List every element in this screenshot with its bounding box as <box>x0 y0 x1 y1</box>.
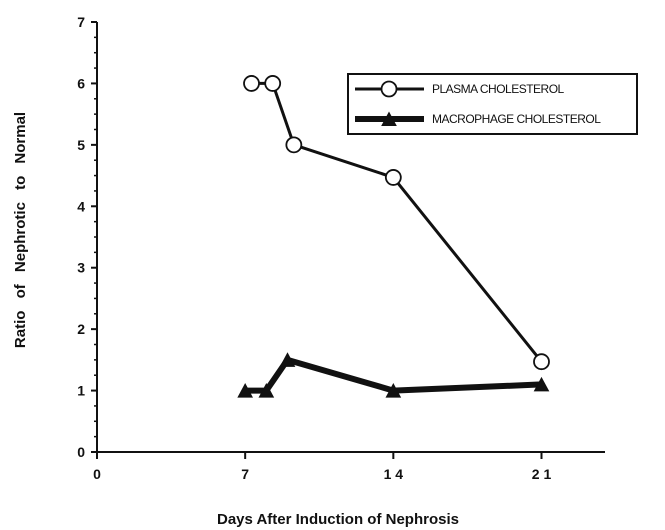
x-axis-title: Days After Induction of Nephrosis <box>217 511 459 528</box>
macrophage-cholesterol-point <box>381 111 397 126</box>
y-tick-label: 1 <box>77 383 85 399</box>
x-tick-label: 7 <box>241 466 249 482</box>
y-tick-label: 7 <box>77 14 85 30</box>
series-layer <box>237 75 550 398</box>
plasma-cholesterol-point <box>384 169 402 186</box>
legend-label: PLASMA CHOLESTEROL <box>432 82 565 96</box>
y-tick-label: 5 <box>77 137 85 153</box>
legend-box <box>347 73 638 135</box>
x-tick-label: 1 4 <box>384 466 404 482</box>
series-plasma-cholesterol <box>243 75 550 371</box>
x-axis-ticks: 0 7 1 4 2 1 <box>93 452 551 482</box>
y-tick-label: 4 <box>77 198 85 214</box>
y-tick-label: 2 <box>77 321 85 337</box>
legend-item-plasma: PLASMA CHOLESTEROL <box>355 80 565 98</box>
macrophage-cholesterol-point <box>533 376 550 392</box>
legend-item-macrophage: MACROPHAGE CHOLESTEROL <box>355 111 602 126</box>
macrophage-cholesterol-point <box>258 383 275 398</box>
x-tick-label: 2 1 <box>532 466 552 482</box>
y-tick-label: 3 <box>77 260 85 276</box>
legend-label: MACROPHAGE CHOLESTEROL <box>432 112 601 126</box>
y-tick-label: 6 <box>77 75 85 91</box>
macrophage-cholesterol-point <box>279 352 296 367</box>
plasma-cholesterol-point <box>533 353 550 371</box>
macrophage-cholesterol-point <box>385 383 402 398</box>
y-axis-title: Ratio of Nephrotic to Normal <box>12 112 29 348</box>
series-macrophage-cholesterol <box>237 352 550 398</box>
legend: PLASMA CHOLESTEROL MACROPHAGE CHOLESTEROL <box>347 73 638 135</box>
plasma-cholesterol-point <box>285 136 303 154</box>
x-tick-label: 0 <box>93 466 101 482</box>
plasma-cholesterol-point <box>264 75 282 92</box>
plasma-cholesterol-point <box>380 80 398 98</box>
macrophage-cholesterol-point <box>237 383 254 398</box>
y-tick-label: 0 <box>77 444 85 460</box>
plasma-cholesterol-point <box>243 75 260 92</box>
y-axis-ticks: 0 1 2 3 4 5 6 7 <box>77 14 97 460</box>
